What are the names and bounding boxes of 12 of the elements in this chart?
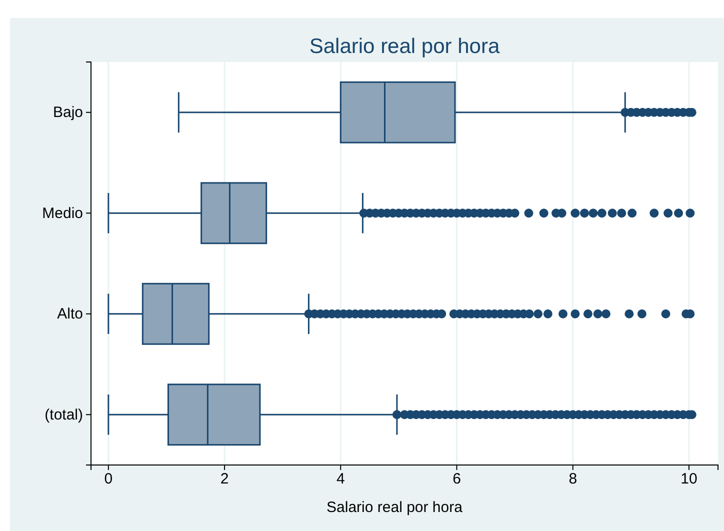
x-tick-label: 8: [568, 470, 578, 488]
y-tick-label: (total): [44, 406, 84, 424]
x-tick-label: 4: [336, 470, 345, 488]
x-tick-label: 10: [680, 470, 698, 488]
y-tick-label: Bajo: [52, 104, 83, 122]
x-tick-label: 0: [104, 470, 113, 488]
x-tick-label: 2: [220, 470, 229, 488]
x-axis-title: Salario real por hora: [326, 499, 464, 516]
x-tick-label: 6: [452, 470, 461, 488]
y-tick-label: Medio: [42, 204, 83, 222]
chart-title: Salario real por hora: [309, 35, 500, 58]
y-tick-label: Alto: [57, 306, 83, 323]
